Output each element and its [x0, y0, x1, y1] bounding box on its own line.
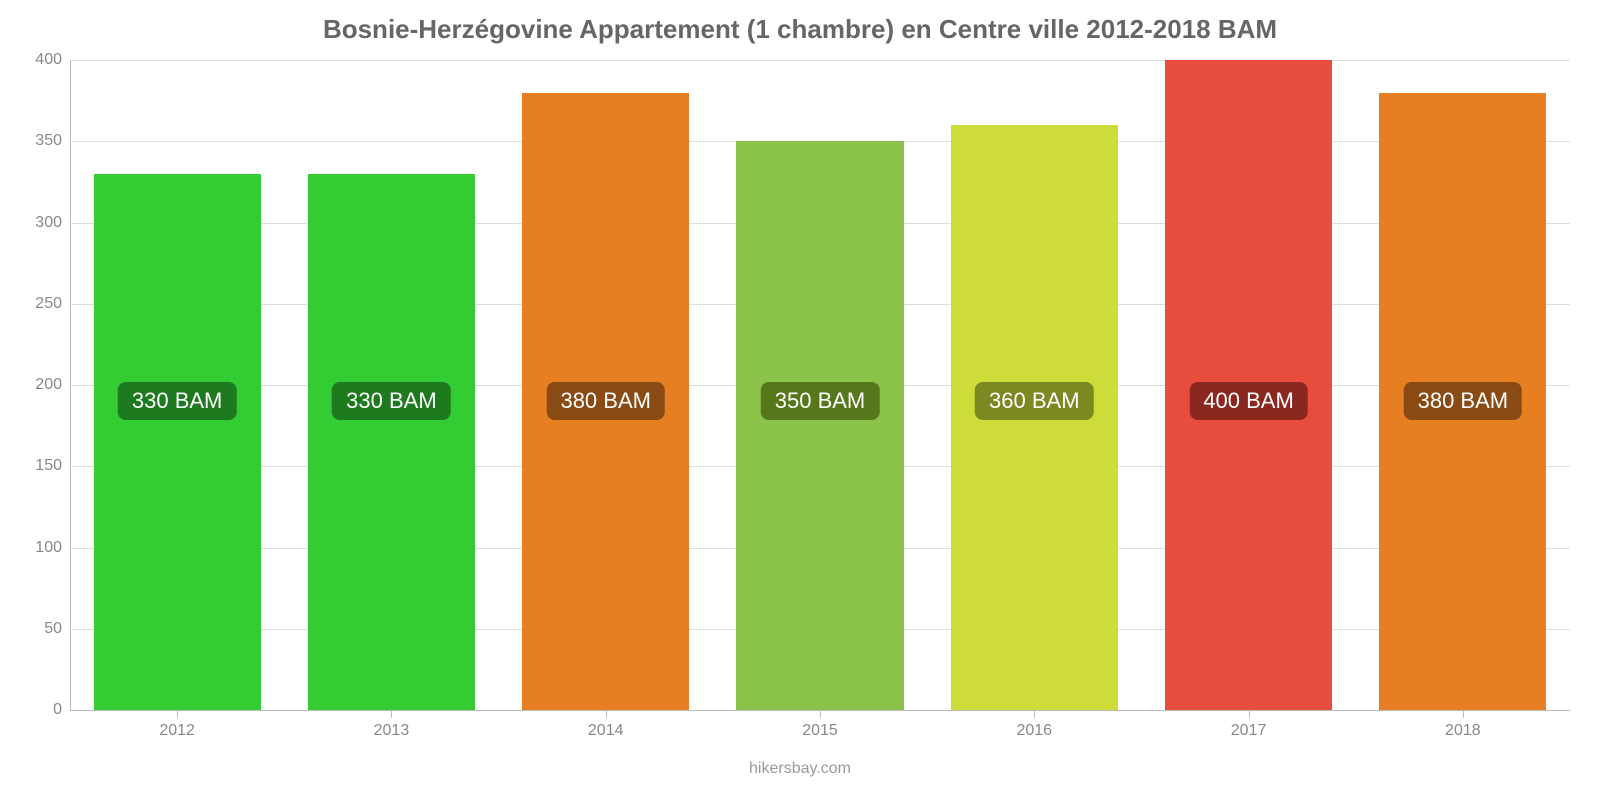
y-tick-label: 400 [35, 51, 62, 69]
y-tick-label: 150 [35, 457, 62, 475]
x-tick-label: 2018 [1445, 722, 1481, 740]
y-tick-label: 50 [44, 620, 62, 638]
x-tick-label: 2012 [159, 722, 195, 740]
x-tick-label: 2016 [1016, 722, 1052, 740]
x-tick-mark [1463, 710, 1464, 718]
y-axis-line [70, 60, 71, 710]
bar-value-label: 350 BAM [761, 382, 880, 420]
chart-title: Bosnie-Herzégovine Appartement (1 chambr… [0, 14, 1600, 45]
x-tick-label: 2017 [1231, 722, 1267, 740]
y-tick-label: 350 [35, 132, 62, 150]
x-tick-label: 2014 [588, 722, 624, 740]
bar-value-label: 330 BAM [118, 382, 237, 420]
x-tick-label: 2015 [802, 722, 838, 740]
bar-value-label: 380 BAM [1404, 382, 1523, 420]
y-tick-label: 0 [53, 701, 62, 719]
bar-value-label: 380 BAM [546, 382, 665, 420]
x-tick-mark [391, 710, 392, 718]
x-tick-mark [1249, 710, 1250, 718]
bar [94, 174, 261, 710]
grid-line [70, 60, 1570, 61]
bar-chart: Bosnie-Herzégovine Appartement (1 chambr… [0, 0, 1600, 800]
x-tick-mark [820, 710, 821, 718]
chart-caption: hikersbay.com [0, 760, 1600, 778]
x-tick-mark [606, 710, 607, 718]
plot-area: 330 BAM 330 BAM 380 BAM 350 BAM 360 BAM 400 B… [70, 60, 1570, 710]
y-tick-label: 300 [35, 214, 62, 232]
bar [736, 141, 903, 710]
y-tick-label: 250 [35, 295, 62, 313]
y-tick-label: 200 [35, 376, 62, 394]
y-tick-label: 100 [35, 539, 62, 557]
x-tick-mark [1034, 710, 1035, 718]
x-tick-label: 2013 [374, 722, 410, 740]
x-tick-mark [177, 710, 178, 718]
bar-value-label: 400 BAM [1189, 382, 1308, 420]
bar-value-label: 330 BAM [332, 382, 451, 420]
bar-value-label: 360 BAM [975, 382, 1094, 420]
bar [308, 174, 475, 710]
